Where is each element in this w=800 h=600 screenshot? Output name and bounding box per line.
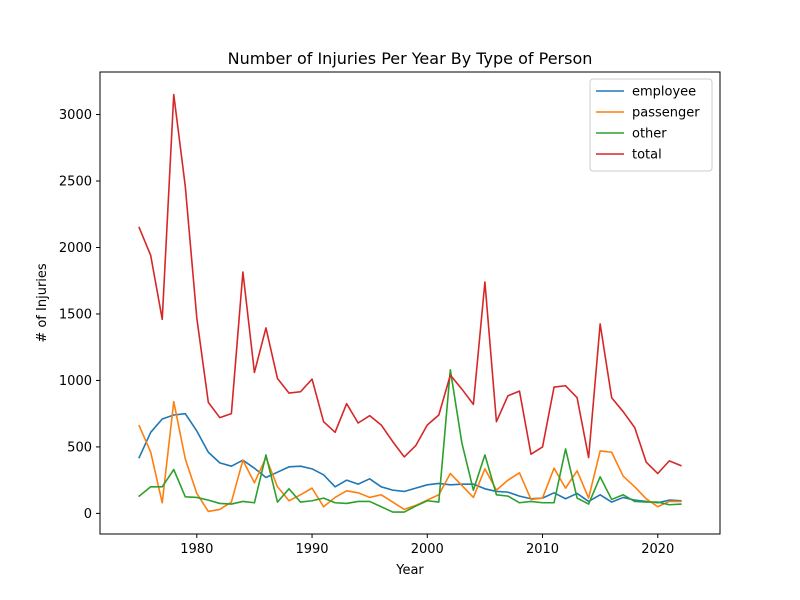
x-tick-label: 2010 bbox=[526, 542, 559, 557]
y-tick-label: 500 bbox=[67, 440, 92, 455]
legend-box bbox=[589, 78, 713, 172]
plot-frame bbox=[99, 71, 721, 535]
x-axis: 1980 1990 2000 2010 2020 bbox=[180, 534, 674, 557]
x-tick-label: 2020 bbox=[641, 542, 674, 557]
legend-label-passenger: passenger bbox=[632, 106, 700, 121]
y-axis-title: # of Injuries bbox=[35, 263, 50, 343]
y-axis: 0 500 1000 1500 2000 2500 3000 bbox=[59, 108, 100, 522]
series-layer bbox=[138, 93, 682, 513]
y-tick-label: 2500 bbox=[59, 175, 92, 190]
legend: employee passenger other total bbox=[589, 78, 713, 172]
series-line-other bbox=[138, 369, 682, 513]
x-tick-label: 1990 bbox=[295, 542, 328, 557]
y-tick-label: 1000 bbox=[59, 374, 92, 389]
x-tick-label: 2000 bbox=[411, 542, 444, 557]
x-axis-title: Year bbox=[395, 563, 424, 578]
y-tick-label: 3000 bbox=[59, 108, 92, 123]
y-tick-label: 1500 bbox=[59, 307, 92, 322]
legend-label-total: total bbox=[632, 148, 662, 163]
legend-label-employee: employee bbox=[632, 85, 696, 100]
legend-label-other: other bbox=[632, 127, 667, 142]
series-line-total bbox=[138, 93, 682, 475]
chart-title: Number of Injuries Per Year By Type of P… bbox=[228, 49, 593, 68]
y-tick-label: 2000 bbox=[59, 241, 92, 256]
y-tick-label: 0 bbox=[84, 507, 92, 522]
x-tick-label: 1980 bbox=[180, 542, 213, 557]
